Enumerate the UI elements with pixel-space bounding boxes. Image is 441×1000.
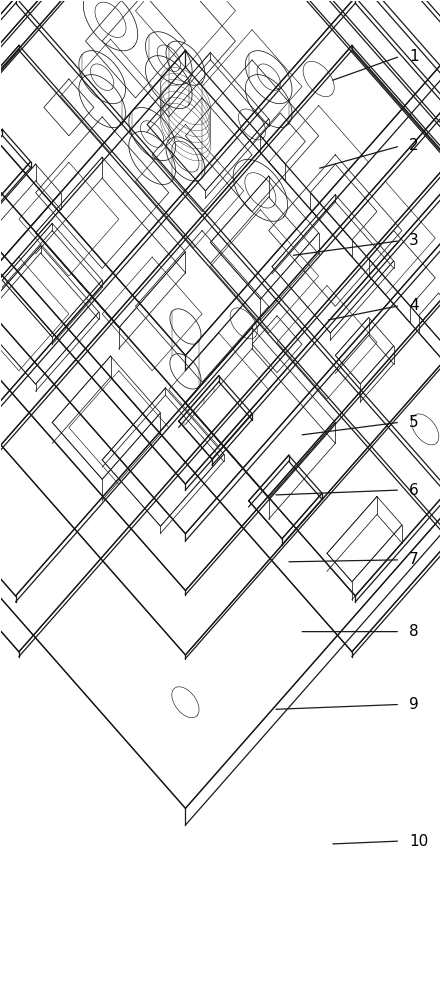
Text: 6: 6 [409,483,419,498]
Text: 1: 1 [409,49,419,64]
Text: 4: 4 [409,298,419,313]
Text: 2: 2 [409,138,419,153]
Text: 5: 5 [409,415,419,430]
Text: 9: 9 [409,697,419,712]
Text: 10: 10 [409,834,428,849]
Text: 8: 8 [409,624,419,639]
Text: 7: 7 [409,552,419,567]
Text: 3: 3 [409,233,419,248]
